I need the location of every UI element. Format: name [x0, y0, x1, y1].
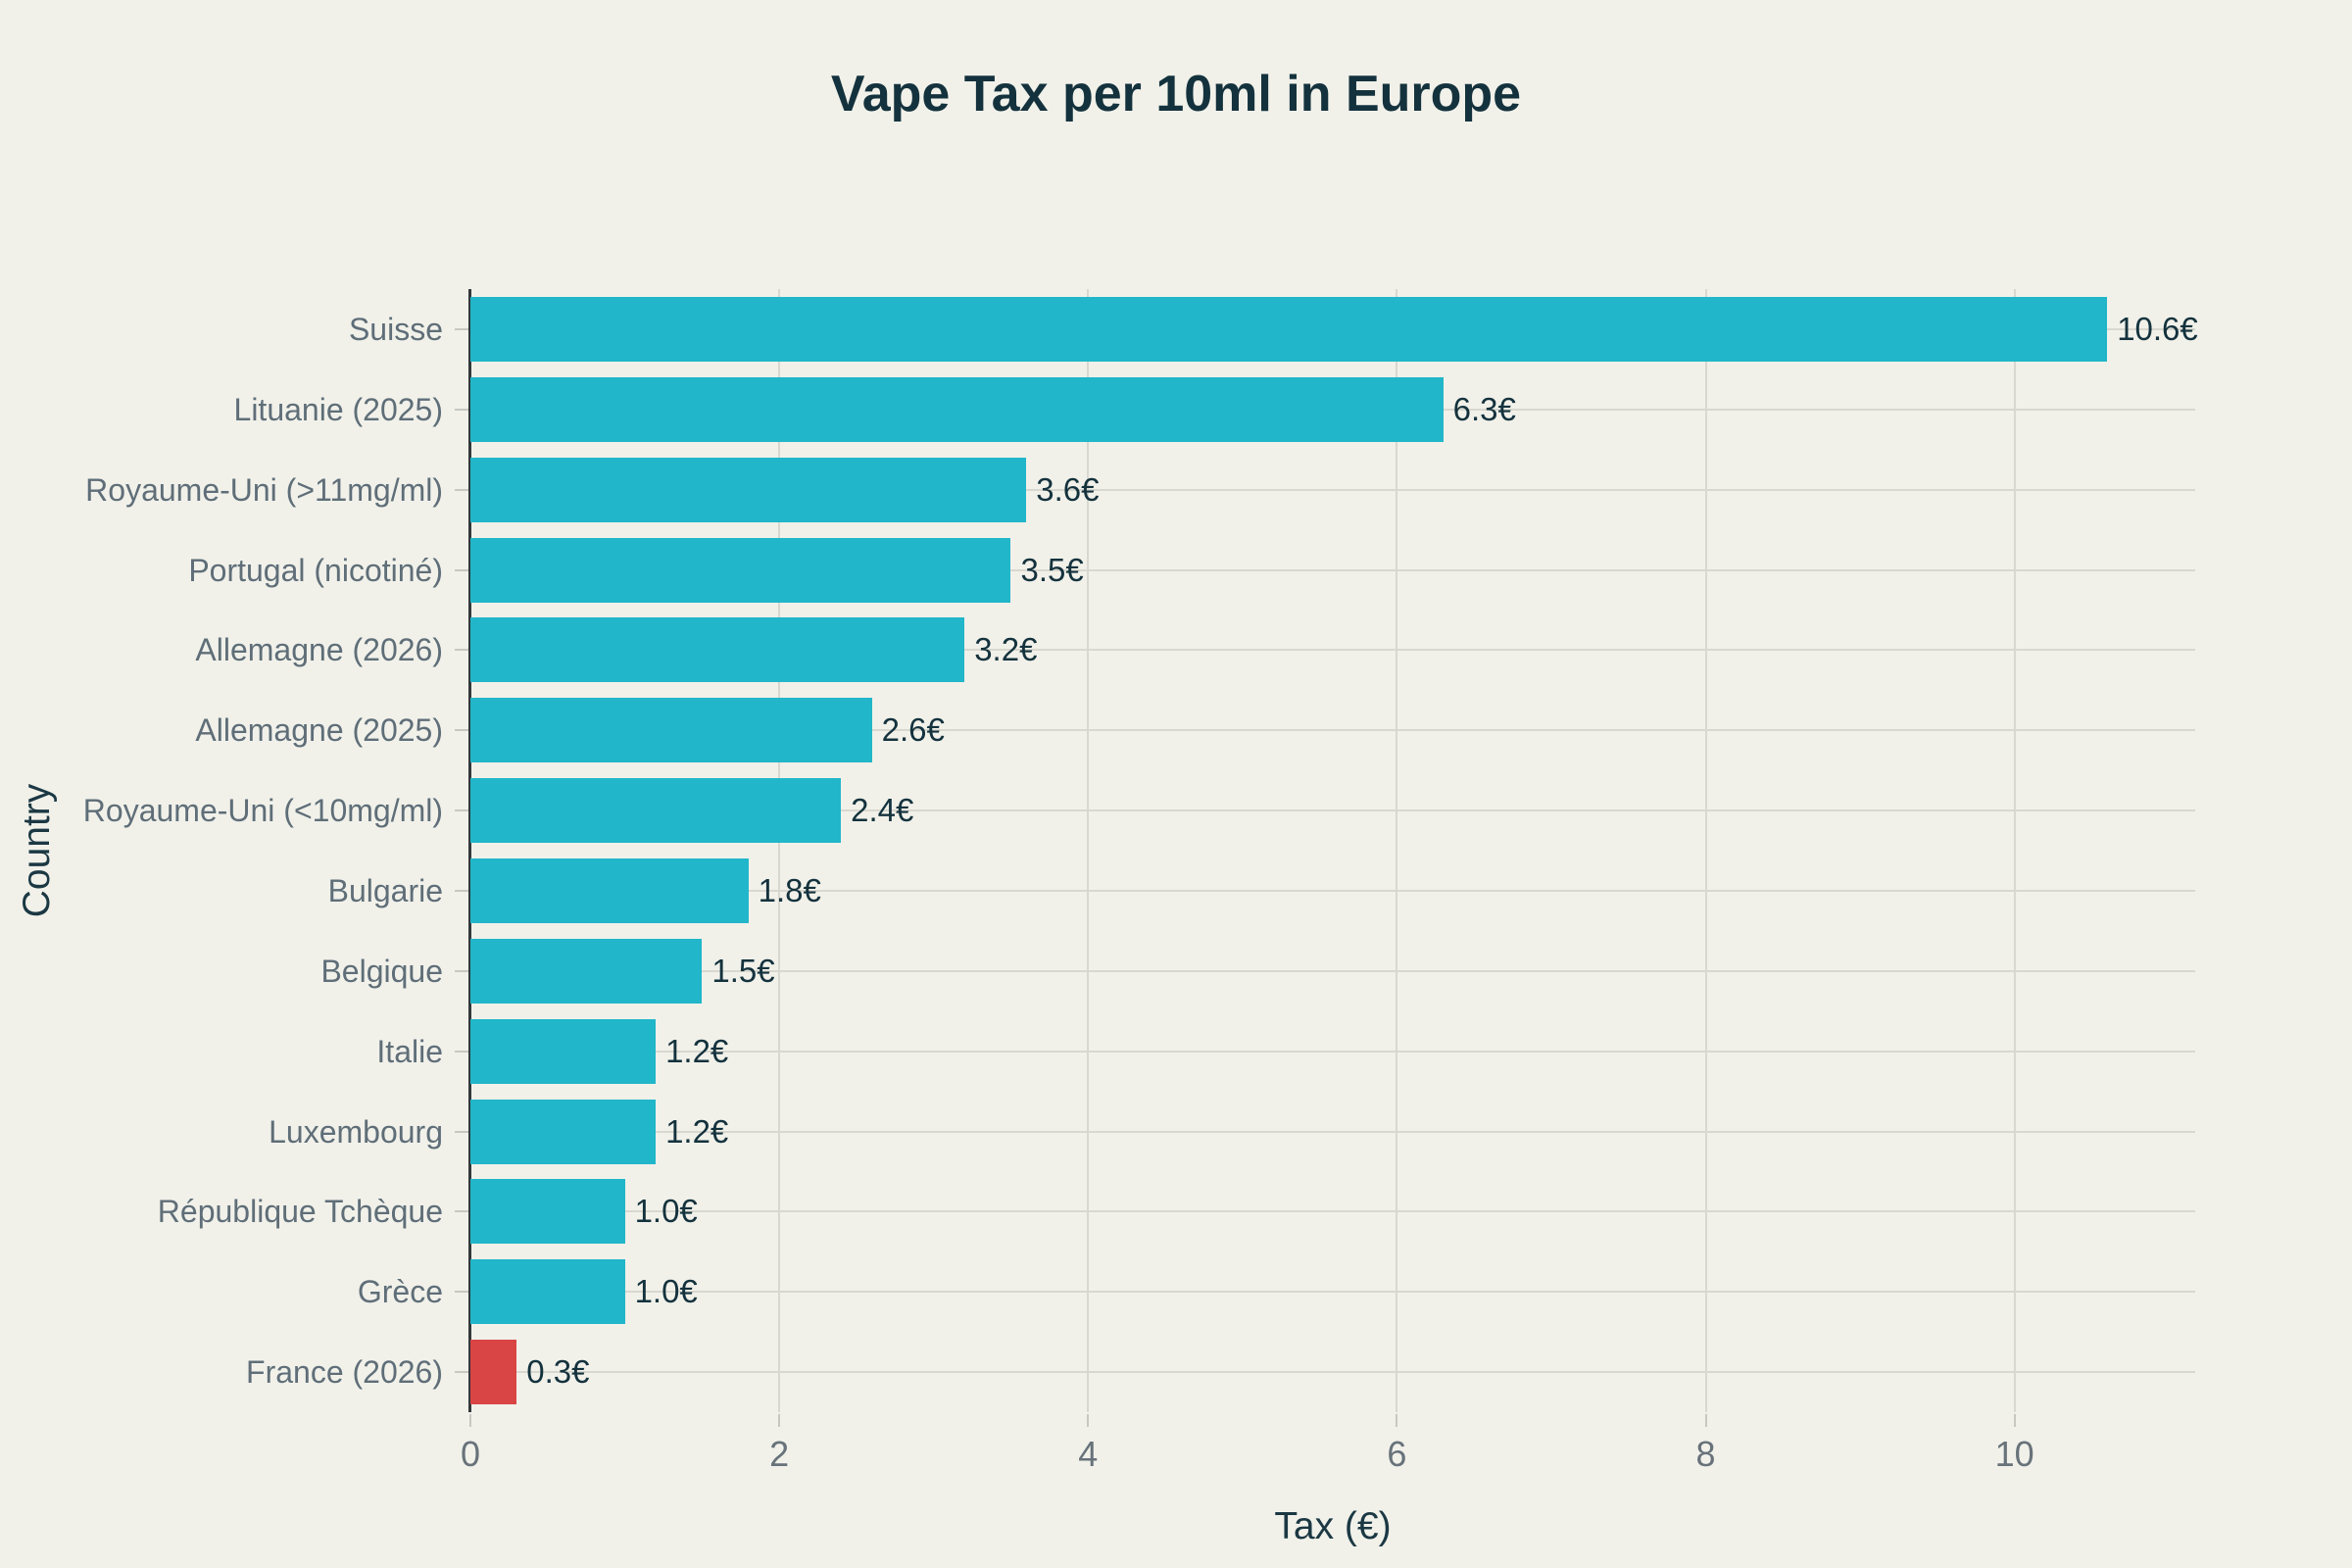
bar[interactable]	[470, 617, 965, 683]
y-axis-tick	[455, 729, 468, 732]
y-gridline	[470, 488, 2195, 491]
y-gridline	[470, 1050, 2195, 1053]
bar-value-label: 6.3€	[1452, 390, 1516, 427]
x-tick-label: 0	[460, 1434, 481, 1474]
bar-value-label: 10.6€	[2117, 310, 2198, 347]
category-label: Luxembourg	[269, 1113, 443, 1150]
category-label: Portugal (nicotiné)	[188, 552, 443, 588]
y-axis-tick	[455, 809, 468, 812]
category-label: Belgique	[320, 953, 443, 989]
y-gridline	[470, 889, 2195, 892]
y-axis-line	[468, 289, 471, 1412]
y-axis-tick	[455, 1371, 468, 1374]
x-tick-label: 10	[1994, 1434, 2034, 1474]
category-label: Suisse	[348, 311, 443, 347]
y-axis-tick	[455, 1291, 468, 1294]
x-axis-title: Tax (€)	[1274, 1505, 1392, 1547]
bar[interactable]	[470, 858, 749, 923]
bar-value-label: 1.2€	[665, 1112, 729, 1150]
y-gridline	[470, 568, 2195, 571]
x-tick-label: 4	[1078, 1434, 1099, 1474]
bar[interactable]	[470, 1099, 657, 1164]
y-gridline	[470, 1130, 2195, 1133]
x-tick-label: 6	[1387, 1434, 1407, 1474]
category-label: Grèce	[357, 1274, 443, 1310]
x-axis-tick	[1396, 1414, 1398, 1427]
bar[interactable]	[470, 778, 842, 844]
bar-value-label: 3.2€	[974, 631, 1038, 668]
y-axis-tick	[455, 1130, 468, 1133]
bar-value-label: 2.4€	[851, 792, 914, 829]
bar[interactable]	[470, 376, 1444, 442]
bar[interactable]	[470, 457, 1027, 522]
category-label: Bulgarie	[327, 872, 443, 908]
x-axis-tick	[1087, 1414, 1090, 1427]
category-label: Royaume-Uni (>11mg/ml)	[85, 471, 443, 508]
category-label: France (2026)	[246, 1354, 443, 1391]
y-gridline	[470, 809, 2195, 812]
category-label: Italie	[376, 1033, 443, 1069]
y-gridline	[470, 649, 2195, 652]
x-gridline	[1704, 289, 1707, 1412]
category-label: Allemagne (2025)	[195, 712, 443, 749]
bar-value-label: 1.0€	[634, 1273, 698, 1310]
y-axis-tick	[455, 327, 468, 330]
y-axis-tick	[455, 408, 468, 411]
bar[interactable]	[470, 938, 703, 1004]
bar-value-label: 1.2€	[665, 1032, 729, 1069]
x-tick-label: 8	[1695, 1434, 1716, 1474]
y-gridline	[470, 969, 2195, 972]
y-gridline	[470, 729, 2195, 732]
y-gridline	[470, 1291, 2195, 1294]
chart-title: Vape Tax per 10ml in Europe	[830, 66, 1522, 122]
y-gridline	[470, 1210, 2195, 1213]
category-label: Allemagne (2026)	[195, 632, 443, 668]
y-axis-tick	[455, 568, 468, 571]
bar-value-label: 3.6€	[1036, 470, 1100, 508]
y-axis-tick	[455, 969, 468, 972]
bar-value-label: 3.5€	[1020, 551, 1084, 588]
bar[interactable]	[470, 1259, 625, 1325]
category-label: Lituanie (2025)	[233, 391, 443, 427]
x-axis-tick	[1704, 1414, 1707, 1427]
x-axis-tick	[2013, 1414, 2016, 1427]
x-gridline	[1396, 289, 1398, 1412]
bar-value-label: 0.3€	[526, 1353, 590, 1391]
x-axis-tick	[469, 1414, 471, 1427]
y-axis-tick	[455, 1050, 468, 1053]
bar[interactable]	[470, 1179, 625, 1245]
bar[interactable]	[470, 698, 872, 763]
y-gridline	[470, 1371, 2195, 1374]
x-gridline	[1087, 289, 1090, 1412]
bar-value-label: 1.5€	[711, 952, 775, 989]
y-axis-tick	[455, 488, 468, 491]
category-label: République Tchèque	[157, 1194, 443, 1230]
x-tick-label: 2	[769, 1434, 790, 1474]
bar[interactable]	[470, 296, 2108, 362]
bar[interactable]	[470, 1340, 517, 1405]
x-gridline	[2013, 289, 2016, 1412]
bar-value-label: 1.8€	[758, 871, 821, 908]
bar[interactable]	[470, 537, 1011, 603]
x-axis-tick	[778, 1414, 781, 1427]
x-gridline	[778, 289, 781, 1412]
bar-value-label: 2.6€	[881, 711, 945, 749]
y-axis-tick	[455, 649, 468, 652]
category-label: Royaume-Uni (<10mg/ml)	[82, 793, 443, 829]
bar[interactable]	[470, 1018, 657, 1084]
y-axis-tick	[455, 889, 468, 892]
bar-value-label: 1.0€	[634, 1193, 698, 1230]
y-axis-tick	[455, 1210, 468, 1213]
plot-area: 10.6€ 6.3€ 3.6€ 3.5€ 3.2€ 2.6€ 2.4€ 1.8€ 1.5€ 1.2…	[468, 289, 2198, 1412]
